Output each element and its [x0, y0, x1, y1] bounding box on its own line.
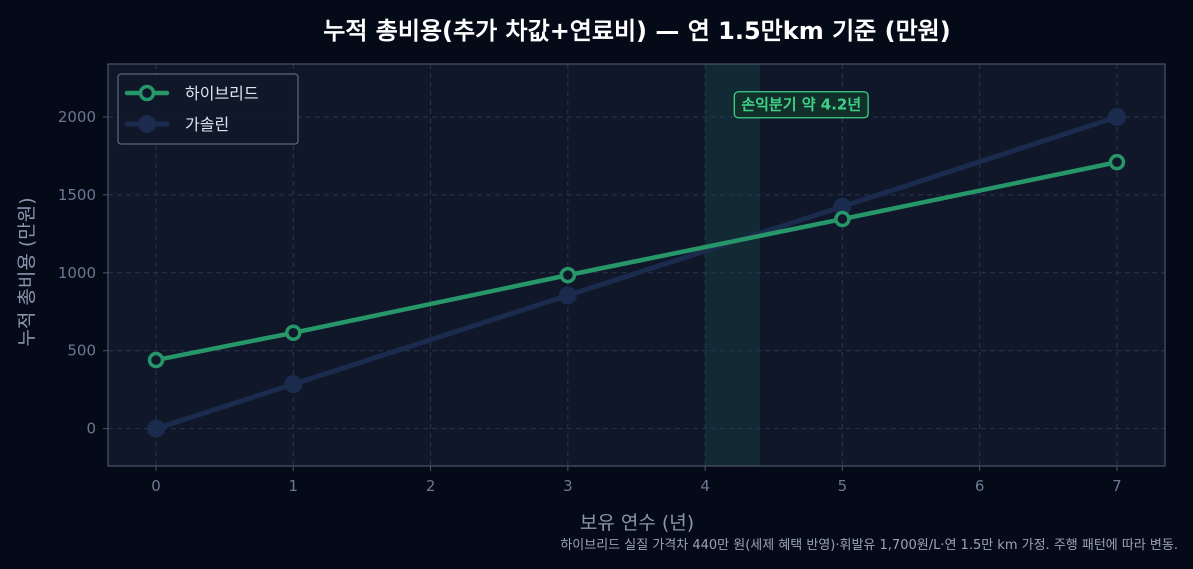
- x-tick-label: 3: [563, 477, 573, 495]
- data-point-hybrid: [1108, 153, 1126, 171]
- legend-label-gasoline: 가솔린: [185, 115, 229, 134]
- x-tick-label: 7: [1112, 477, 1122, 495]
- legend-label-hybrid: 하이브리드: [185, 84, 259, 103]
- data-point-gasoline: [284, 375, 303, 394]
- breakeven-annotation: 손익분기 약 4.2년: [733, 91, 869, 119]
- y-tick-label: 0: [86, 420, 96, 438]
- y-tick-label: 2000: [58, 108, 96, 126]
- data-point-gasoline: [147, 419, 166, 438]
- x-axis-label: 보유 연수 (년): [580, 512, 694, 534]
- data-point-gasoline: [833, 197, 852, 216]
- annotation-text: 손익분기 약 4.2년: [741, 96, 861, 114]
- legend-marker-gasoline: [138, 115, 156, 133]
- data-point-hybrid: [834, 210, 851, 228]
- data-point-hybrid: [285, 324, 302, 342]
- x-tick-label: 4: [700, 477, 710, 495]
- data-point-gasoline: [558, 286, 577, 305]
- breakeven-band: [705, 64, 761, 466]
- x-tick-label: 1: [289, 477, 299, 495]
- x-tick-label: 5: [838, 477, 848, 495]
- y-tick-label: 1500: [58, 186, 96, 204]
- data-point-hybrid: [147, 351, 165, 369]
- x-tick-label: 2: [426, 477, 436, 495]
- data-point-hybrid: [559, 266, 577, 284]
- data-point-gasoline: [1107, 107, 1126, 126]
- plot-frame: [107, 63, 1166, 467]
- chart-title: 누적 총비용(추가 차값+연료비) — 연 1.5만km 기준 (만원): [323, 17, 950, 45]
- footnote: 하이브리드 실질 가격차 440만 원(세제 혜택 반영)·휘발유 1,700원…: [560, 537, 1178, 553]
- y-tick-label: 1000: [58, 264, 96, 282]
- x-tick-label: 0: [151, 477, 161, 495]
- x-tick-label: 6: [975, 477, 985, 495]
- y-axis-label: 누적 총비용 (만원): [16, 197, 38, 346]
- y-tick-label: 500: [67, 342, 96, 360]
- legend-marker-hybrid: [138, 84, 156, 102]
- annotation-box: [733, 91, 869, 119]
